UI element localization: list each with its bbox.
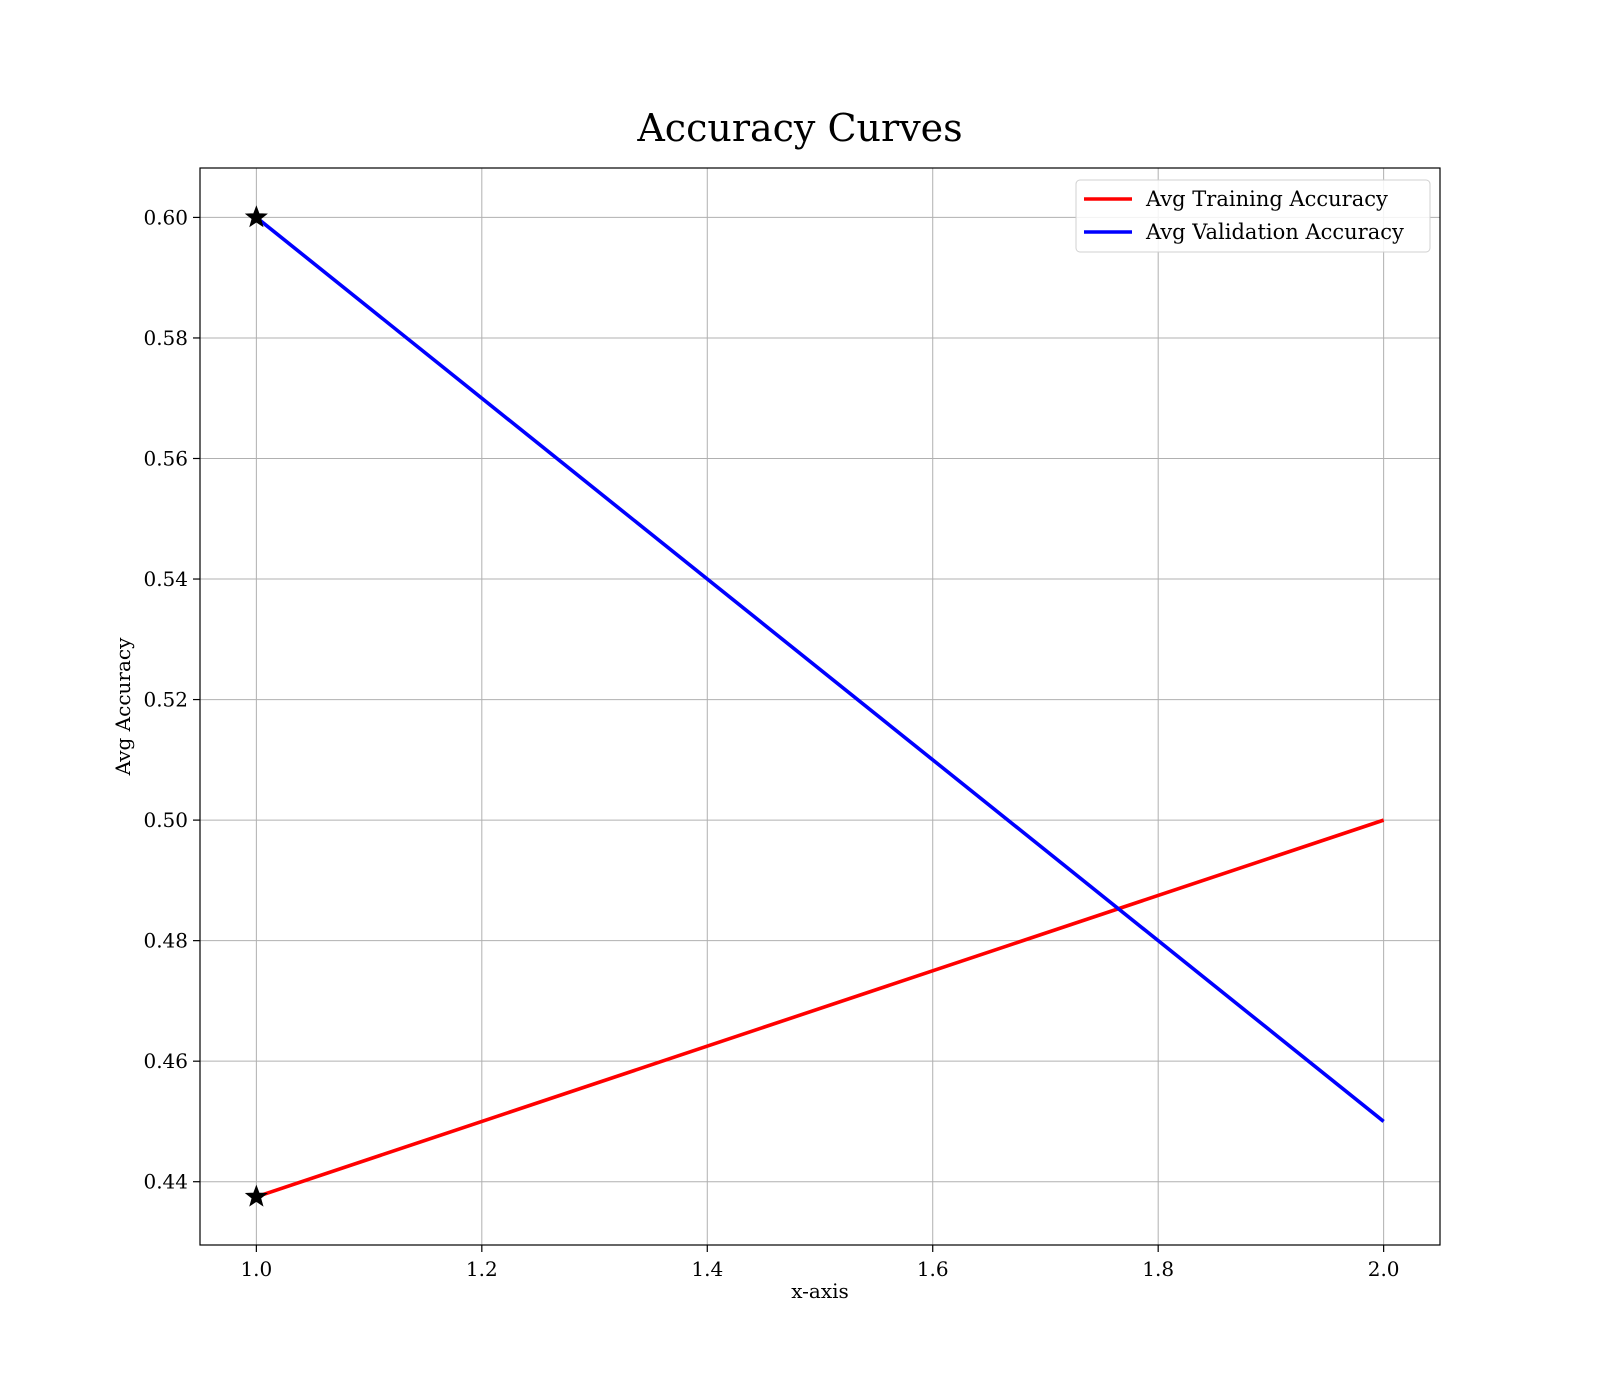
x-axis-title: x-axis bbox=[791, 1279, 849, 1303]
y-tick-label: 0.60 bbox=[143, 205, 188, 229]
y-axis-title: Avg Accuracy bbox=[111, 637, 135, 777]
legend-label: Avg Validation Accuracy bbox=[1145, 220, 1404, 244]
series-lines bbox=[255, 216, 1385, 1199]
y-tick-label: 0.50 bbox=[143, 808, 188, 832]
series-line bbox=[255, 818, 1385, 1199]
x-tick-label: 1.2 bbox=[466, 1257, 498, 1281]
x-tick-label: 2.0 bbox=[1368, 1257, 1400, 1281]
chart-title: Accuracy Curves bbox=[636, 106, 962, 150]
y-tick-label: 0.54 bbox=[143, 567, 188, 591]
legend: Avg Training Accuracy Avg Validation Accu… bbox=[1075, 179, 1431, 253]
y-tick-label: 0.52 bbox=[143, 688, 188, 712]
x-tick-label: 1.4 bbox=[691, 1257, 723, 1281]
point-markers bbox=[244, 205, 268, 1207]
x-tick-label: 1.0 bbox=[240, 1257, 272, 1281]
y-tick-label: 0.58 bbox=[143, 326, 188, 350]
star-marker bbox=[244, 205, 268, 228]
x-tick-label: 1.6 bbox=[917, 1257, 949, 1281]
plot-frame bbox=[199, 167, 1441, 1246]
legend-box bbox=[1075, 179, 1431, 253]
y-tick-label: 0.56 bbox=[143, 446, 188, 470]
series-line bbox=[255, 216, 1385, 1123]
y-tick-label: 0.46 bbox=[143, 1049, 188, 1073]
grid bbox=[200, 168, 1440, 1245]
axis-ticks: 1.0 1.2 1.4 1.6 1.8 2.0 0.44 0.46 0.48 0.50 0.52 0.… bbox=[143, 205, 1399, 1281]
legend-label: Avg Training Accuracy bbox=[1145, 187, 1388, 211]
x-tick-label: 1.8 bbox=[1142, 1257, 1174, 1281]
y-tick-label: 0.48 bbox=[143, 929, 188, 953]
star-marker bbox=[244, 1184, 268, 1207]
y-tick-label: 0.44 bbox=[143, 1170, 188, 1194]
